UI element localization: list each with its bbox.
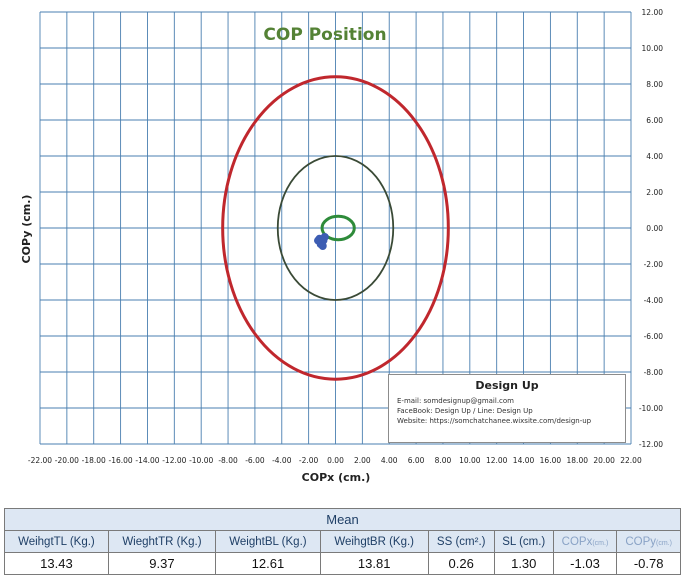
x-tick-label: -18.00 [82,456,106,465]
column-header: WeightBL (Kg.) [215,530,321,553]
cop-position-chart: -22.00 -20.00 -18.00 -16.00 -14.00 -12.00 -10.… [20,8,663,484]
x-tick-label: -8.00 [218,456,238,465]
y-tick-label: 6.00 [646,116,663,125]
info-box: Design Up E-mail: somdesignup@gmail.com … [388,374,626,443]
cop-circle-3 [320,214,356,242]
x-tick-label: 2.00 [354,456,371,465]
column-header: COPy(cm.) [616,530,681,553]
chart-points [314,233,329,250]
x-tick-label: -22.00 [28,456,52,465]
y-tick-label: 2.00 [646,188,663,197]
x-tick-label: 4.00 [381,456,398,465]
y-tick-label: -2.00 [644,260,664,269]
mean-column-headers: WeihgtTL (Kg.) WieghtTR (Kg.) WeightBL (Kg… [4,530,681,553]
x-tick-label: -20.00 [55,456,79,465]
column-header-label: WeihgtBR (Kg.) [334,535,415,548]
y-axis-label: COPy (cm.) [20,195,33,264]
mean-value-cell: 13.81 [319,552,429,575]
y-tick-label: -6.00 [644,332,664,341]
mean-header: Mean [4,508,681,531]
column-header: WeihgtTL (Kg.) [4,530,109,553]
x-axis-label: COPx (cm.) [302,471,371,484]
column-header-unit: (cm.) [592,539,609,547]
mean-value-cell: -0.78 [616,552,681,575]
x-tick-label: 10.00 [459,456,481,465]
x-tick-label: 12.00 [486,456,508,465]
y-tick-label: -12.00 [639,440,663,449]
column-header-unit: (cm.) [656,539,672,547]
chart-grid [39,11,632,445]
column-header-label: WieghtTR (Kg.) [122,535,202,548]
x-tick-label: 16.00 [540,456,562,465]
y-tick-label: -8.00 [644,368,664,377]
x-tick-label: 8.00 [435,456,452,465]
mean-value-cell: 13.43 [4,552,109,575]
column-header-label: SS (cm².) [436,535,486,548]
cop-circle-2 [276,155,395,301]
y-tick-labels: 12.00 10.00 8.00 6.00 4.00 2.00 0.00 -2.00 -4.00… [639,8,663,449]
column-header: WieghtTR (Kg.) [107,530,217,553]
mean-values-row: 13.43 9.37 12.61 13.81 0.26 1.30 -1.03 -0.78 [4,552,681,575]
chart-title: COP Position [263,25,386,45]
column-header: SS (cm².) [427,530,495,553]
column-header-label: SL (cm.) [502,535,546,548]
column-header-label: COPy [625,535,657,548]
x-tick-label: -16.00 [108,456,132,465]
x-tick-label: 6.00 [408,456,425,465]
x-tick-label: -12.00 [162,456,186,465]
x-tick-label: 22.00 [620,456,642,465]
x-tick-labels: -22.00 -20.00 -18.00 -16.00 -14.00 -12.00 -10.… [28,456,642,465]
column-header: WeihgtBR (Kg.) [319,530,429,553]
chart-shapes [221,75,450,381]
cop-circle-1 [221,75,450,381]
x-tick-label: 0.00 [327,456,344,465]
x-tick-label: -10.00 [189,456,213,465]
x-tick-label: -2.00 [299,456,319,465]
x-tick-label: -6.00 [245,456,265,465]
x-tick-label: 14.00 [513,456,535,465]
x-tick-label: 20.00 [593,456,615,465]
y-tick-label: -10.00 [639,404,663,413]
mean-value-cell: 12.61 [215,552,321,575]
column-header-label: WeightBL (Kg.) [229,535,307,548]
y-tick-label: 8.00 [646,80,663,89]
column-header: COPx(cm.) [552,530,618,553]
y-tick-label: 0.00 [646,224,663,233]
mean-value-cell: 0.26 [427,552,495,575]
x-tick-label: 18.00 [567,456,589,465]
cop-point [318,242,327,250]
mean-value-cell: -1.03 [552,552,618,575]
column-header: SL (cm.) [493,530,554,553]
column-header-label: WeihgtTL (Kg.) [18,535,95,548]
x-tick-label: -14.00 [135,456,159,465]
column-header-label: COPx [561,535,593,548]
info-facebook: FaceBook: Design Up / Line: Design Up [397,407,533,415]
info-box-title: Design Up [475,379,539,392]
info-email: E-mail: somdesignup@gmail.com [397,397,514,405]
mean-table: Mean WeihgtTL (Kg.) WieghtTR (Kg.) WeightB… [4,508,681,575]
x-tick-label: -4.00 [272,456,292,465]
y-tick-label: -4.00 [644,296,664,305]
cop-point [314,236,323,245]
mean-value-cell: 1.30 [493,552,554,575]
mean-value-cell: 9.37 [107,552,217,575]
y-tick-label: 12.00 [642,8,664,17]
info-website: Website: https://somchatchanee.wixsite.c… [397,417,592,425]
y-tick-label: 10.00 [642,44,664,53]
y-tick-label: 4.00 [646,152,663,161]
